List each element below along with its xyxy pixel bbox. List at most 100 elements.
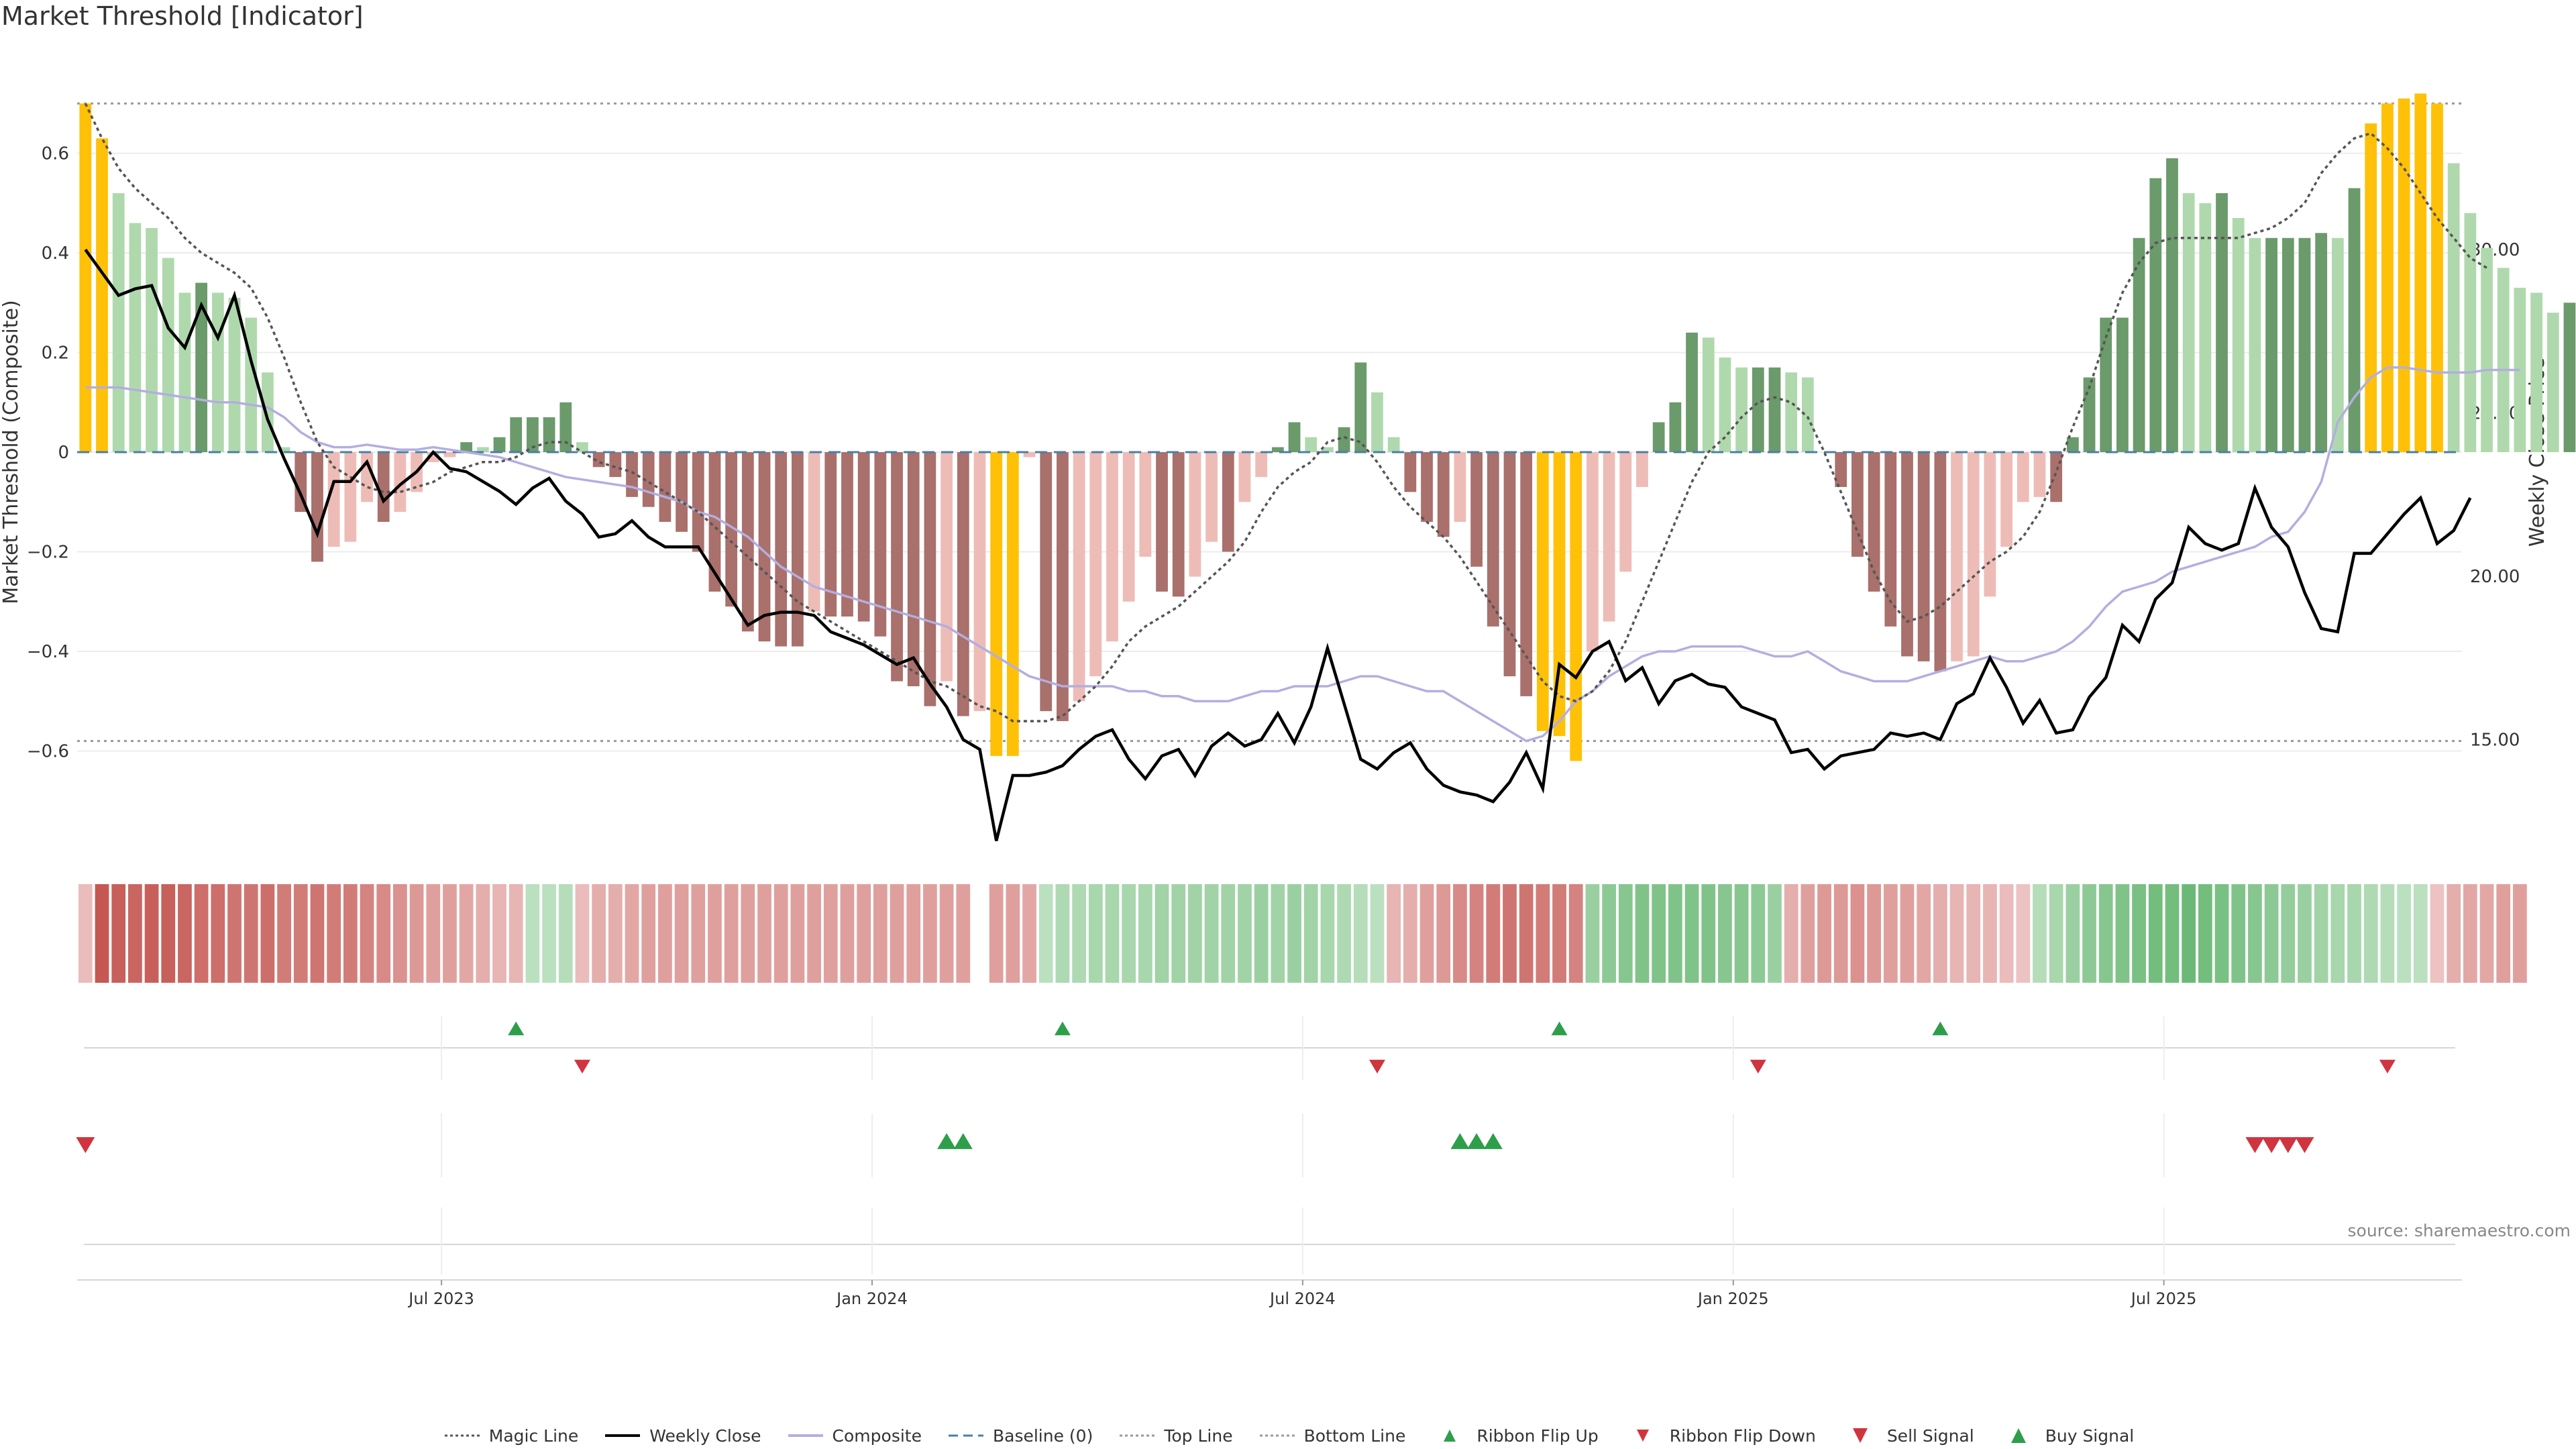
y2-tick-label: 15.00 [2470, 730, 2520, 750]
ribbon-tile [2380, 884, 2395, 983]
composite-bar [1305, 437, 1318, 452]
ribbon-tile [95, 884, 109, 983]
composite-bar [2199, 203, 2212, 452]
legend-swatch-mark [1852, 1428, 1868, 1443]
ribbon-tile [409, 884, 424, 983]
ribbon-tile [178, 884, 192, 983]
buy-signal-marker [1467, 1133, 1487, 1149]
ribbon-tile [426, 884, 441, 983]
composite-bar [957, 452, 969, 716]
composite-bar [527, 417, 539, 452]
composite-bar [1371, 392, 1383, 452]
composite-bar [692, 452, 704, 552]
composite-bar [559, 402, 572, 452]
composite-bar [311, 452, 323, 562]
composite-bar [808, 452, 820, 612]
ribbon-tile [2347, 884, 2361, 983]
ribbon-tile [1287, 884, 1301, 983]
ribbon-tile [2016, 884, 2031, 983]
ribbon-tile [658, 884, 672, 983]
composite-bar [2282, 237, 2294, 452]
ribbon-tile [1122, 884, 1136, 983]
composite-bar [1984, 452, 1996, 597]
composite-bar [1686, 332, 1698, 452]
ribbon-tile [2098, 884, 2113, 983]
composite-bar [1752, 367, 1764, 452]
composite-bar [907, 452, 920, 686]
ribbon-tile [144, 884, 159, 983]
composite-bar [1454, 452, 1466, 522]
legend-swatch [1852, 1428, 1868, 1443]
ribbon-tile [1949, 884, 1964, 983]
composite-bar [245, 317, 258, 452]
legend-item: Ribbon Flip Down [1623, 1426, 1816, 1446]
ribbon-tile [1271, 884, 1285, 983]
legend-item: Bottom Line [1257, 1426, 1405, 1446]
composite-bar [493, 437, 506, 452]
ribbon-tile [393, 884, 407, 983]
ribbon-tile [592, 884, 606, 983]
composite-bar [1089, 452, 1102, 677]
ribbon-tile [260, 884, 275, 983]
ribbon-tile [2065, 884, 2080, 983]
composite-bar [725, 452, 738, 607]
composite-bar [1719, 357, 1731, 452]
ribbon-tile [1138, 884, 1152, 983]
composite-bar [2447, 163, 2460, 452]
composite-bar [211, 292, 224, 452]
sell-signal-marker [2262, 1137, 2282, 1153]
ribbon-tile [1038, 884, 1053, 983]
ribbon-tile [1652, 884, 1666, 983]
ribbon-tile [1602, 884, 1616, 983]
composite-bar [2066, 437, 2079, 452]
composite-bar [1636, 452, 1648, 487]
ribbon-tile [1155, 884, 1169, 983]
composite-bar [228, 297, 241, 452]
composite-bar [841, 452, 853, 617]
ribbon-tile [2413, 884, 2428, 983]
legend-swatch-mark [2010, 1428, 2026, 1443]
composite-bar [1040, 452, 1053, 712]
sell-signal-marker [76, 1137, 95, 1153]
composite-bar [775, 452, 788, 647]
legend-label: Top Line [1164, 1426, 1233, 1446]
ribbon-tile [1055, 884, 1070, 983]
composite-bar [1156, 452, 1168, 592]
ribbon-tile [1536, 884, 1550, 983]
ribbon-tile [923, 884, 937, 983]
legend-swatch [788, 1434, 823, 1437]
composite-bar [2398, 98, 2410, 452]
ribbon-flip-down-marker [574, 1059, 590, 1074]
ribbon-tile [2447, 884, 2461, 983]
ribbon-tile [1303, 884, 1318, 983]
ribbon-tile [1221, 884, 1236, 983]
ribbon-tile [1999, 884, 2014, 983]
ribbon-tile [227, 884, 241, 983]
ribbon-flip-up-marker [1054, 1021, 1071, 1036]
composite-bar [96, 138, 108, 452]
composite-bar [2431, 103, 2443, 452]
composite-bar [344, 452, 357, 542]
source-credit: source: sharemaestro.com [2347, 1221, 2571, 1240]
composite-bar [476, 447, 489, 452]
composite-bar [1057, 452, 1069, 721]
composite-bar [2265, 237, 2277, 452]
legend-item: Ribbon Flip Up [1430, 1426, 1599, 1446]
ribbon-tile [2214, 884, 2229, 983]
ribbon-flip-up-marker [1932, 1021, 1949, 1036]
ribbon-tile [161, 884, 176, 983]
ribbon-tile [2198, 884, 2212, 983]
ribbon-tile [1883, 884, 1898, 983]
ribbon-tile [773, 884, 788, 983]
ribbon-tile [111, 884, 126, 983]
y2-tick-label: 30.00 [2470, 240, 2520, 260]
composite-bar [924, 452, 936, 706]
legend-item: Sell Signal [1840, 1426, 1974, 1446]
composite-bar [1801, 377, 1814, 452]
composite-bar [1884, 452, 1897, 627]
composite-bar [2563, 303, 2576, 452]
ribbon-tile [608, 884, 623, 983]
y2-tick-label: 20.00 [2470, 567, 2520, 587]
composite-bar [146, 227, 158, 452]
